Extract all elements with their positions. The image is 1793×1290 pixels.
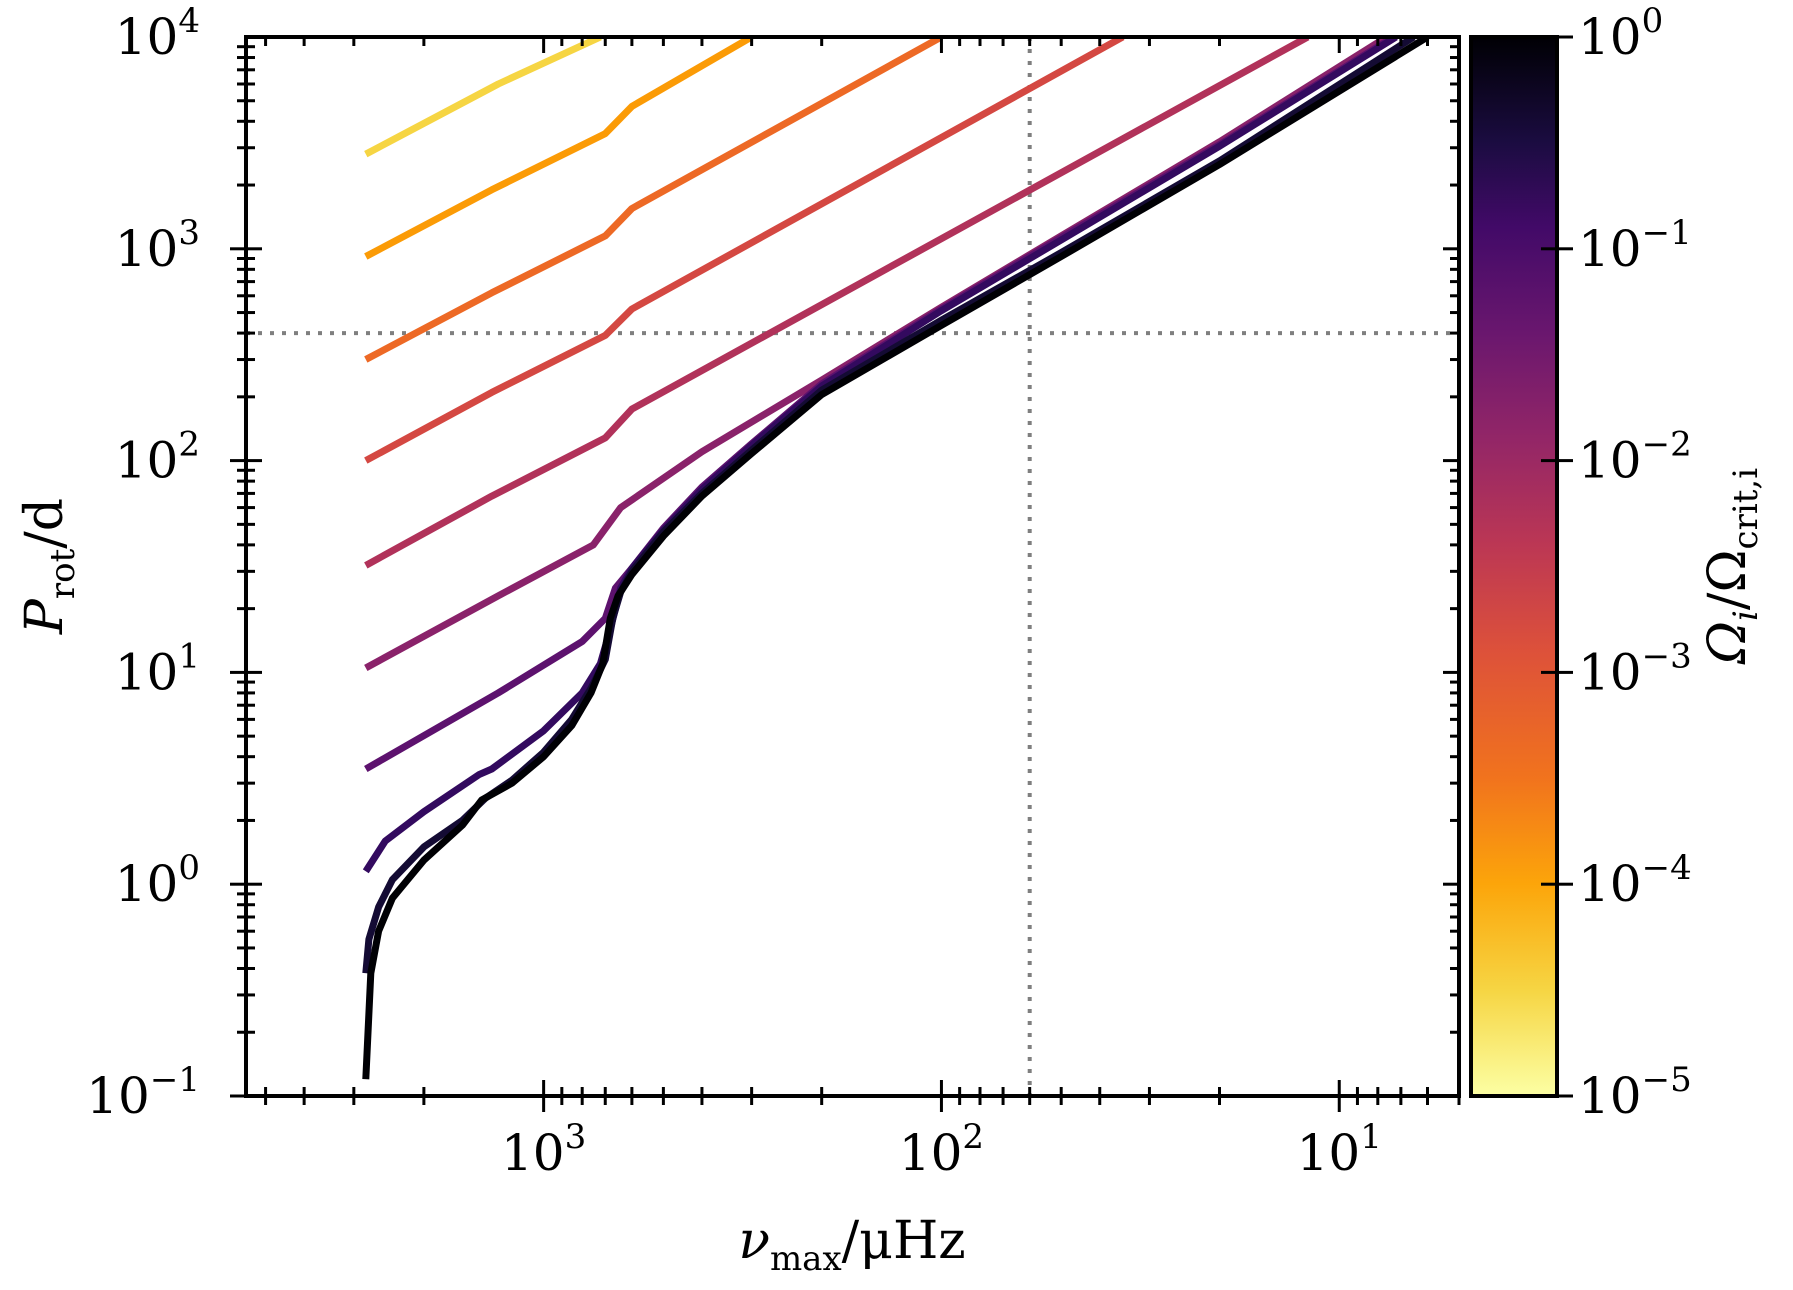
x-axis-ticks: 103 102 101 [264,37,1461,1182]
plot-frame [244,35,1461,1098]
series-lines [362,37,1430,1080]
series-line-10 [362,37,1430,1080]
y-tick-label: 10−1 [86,1060,200,1125]
colorbar-tick-label: 100 [1578,1,1663,66]
x-tick-label: 101 [1297,1117,1382,1182]
y-axis-label: Prot/d [15,498,83,635]
x-axis-label: νmax/μHz [738,1211,965,1279]
y-axis-ticks: 10−1 100 101 102 103 104 [86,1,1459,1125]
colorbar-tick-label: 10−4 [1578,848,1692,913]
plot-background [246,37,1459,1096]
series-line-5 [364,37,1310,569]
colorbar-tick-label: 10−5 [1578,1060,1692,1125]
series-line-4 [364,37,1125,464]
series-line-3 [364,37,944,363]
colorbar-tick-label: 10−3 [1578,636,1692,701]
colorbar-tick-label: 10−1 [1578,213,1692,278]
y-tick-label: 100 [115,848,200,913]
x-tick-label: 103 [501,1117,586,1182]
colorbar-ticks: 100 10−1 10−2 10−3 10−4 10−5 [1541,1,1692,1125]
series-line-2 [364,37,754,260]
colorbar-tick-label: 10−2 [1578,425,1692,490]
y-tick-label: 104 [115,1,200,66]
reference-lines [246,37,1459,1096]
y-tick-label: 101 [115,636,200,701]
colorbar-label: Ωi/Ωcrit,i [1698,468,1766,665]
colorbar-gradient [1471,37,1557,1096]
series-line-1 [364,37,602,158]
colorbar: 100 10−1 10−2 10−3 10−4 10−5 [1469,1,1692,1125]
colorbar-frame [1469,35,1559,1098]
y-tick-label: 103 [115,213,200,278]
x-tick-label: 102 [899,1117,984,1182]
plot-area: 103 102 101 10−1 100 101 102 103 104 [86,1,1461,1182]
y-tick-label: 102 [115,425,200,490]
